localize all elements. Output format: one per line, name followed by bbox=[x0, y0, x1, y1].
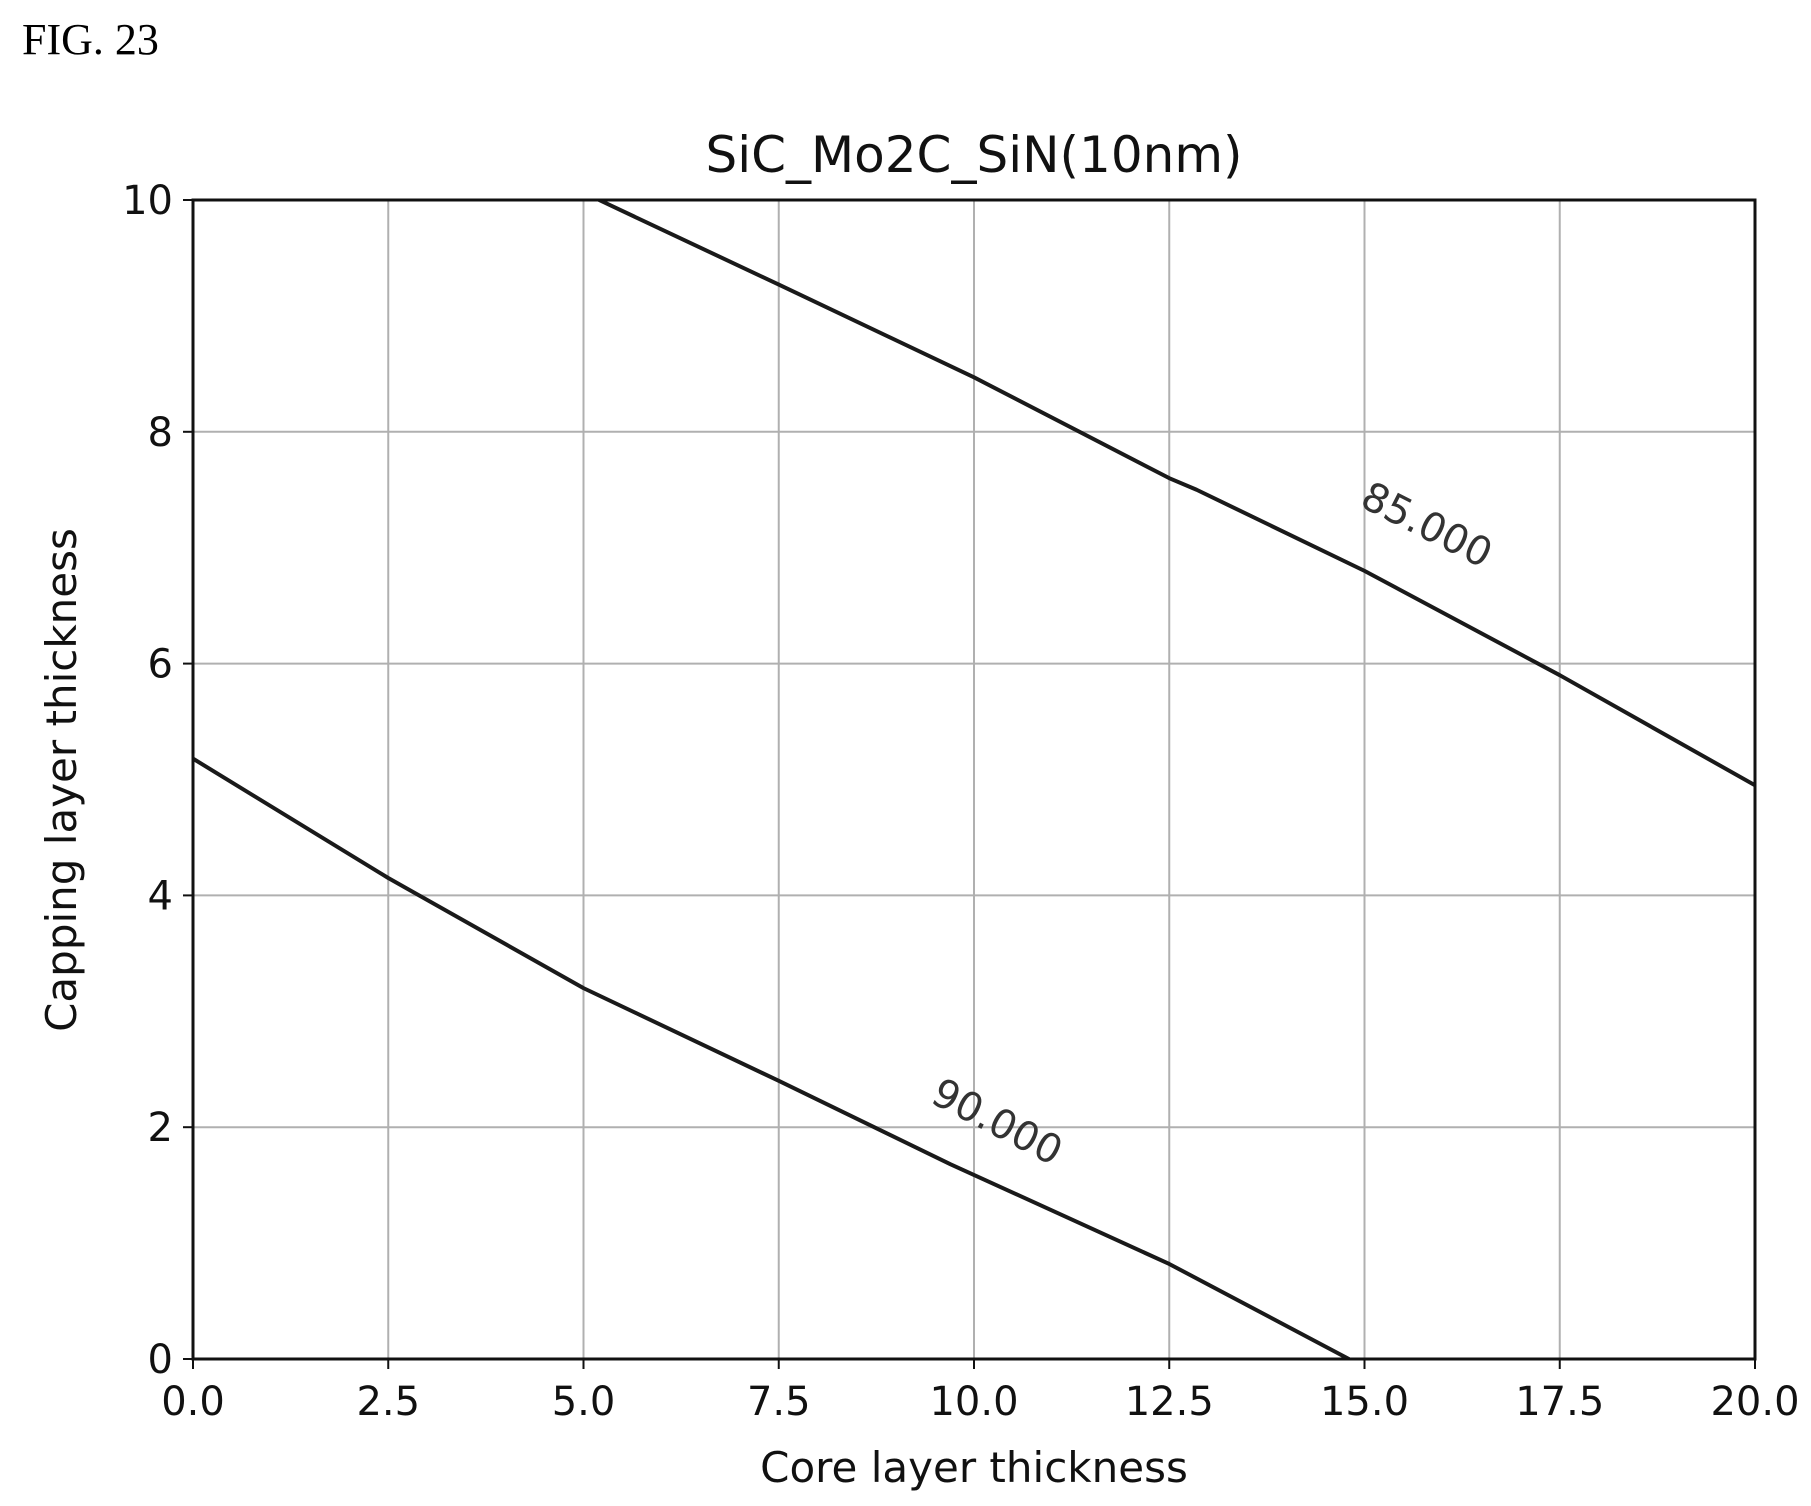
x-tick-label: 12.5 bbox=[1125, 1379, 1214, 1425]
contour-labels: 85.000 90.000 bbox=[924, 473, 1499, 1175]
contour-label-85.000: 85.000 bbox=[1354, 473, 1500, 577]
x-axis-title: Core layer thickness bbox=[760, 1443, 1188, 1492]
y-tick-label: 10 bbox=[122, 178, 173, 224]
x-tick-label: 5.0 bbox=[552, 1379, 616, 1425]
contour-line-90.000 bbox=[193, 756, 1351, 1359]
y-axis-title: Capping layer thickness bbox=[37, 528, 86, 1032]
x-tick-label: 7.5 bbox=[747, 1379, 811, 1425]
y-tick-label: 8 bbox=[148, 410, 173, 456]
x-tick-label: 0.0 bbox=[161, 1379, 225, 1425]
y-tick-label: 2 bbox=[148, 1105, 173, 1151]
y-tick-label: 0 bbox=[148, 1337, 173, 1383]
x-tick-label: 20.0 bbox=[1710, 1379, 1799, 1425]
contour-label-90.000: 90.000 bbox=[924, 1070, 1069, 1175]
figure-label: FIG. 23 bbox=[22, 15, 159, 64]
x-tick-label: 15.0 bbox=[1320, 1379, 1409, 1425]
y-tick-label: 6 bbox=[148, 642, 173, 688]
axis-ticks: 0.0 2.5 5.0 7.5 10.0 12.5 15.0 17.5 20.0 0 2 4 6 8 10 bbox=[122, 178, 1799, 1425]
chart-title: SiC_Mo2C_SiN(10nm) bbox=[705, 126, 1242, 184]
x-tick-label: 10.0 bbox=[929, 1379, 1018, 1425]
contour-line-85.000 bbox=[597, 200, 1755, 788]
x-tick-label: 17.5 bbox=[1515, 1379, 1604, 1425]
contour-lines bbox=[193, 200, 1755, 1359]
x-tick-label: 2.5 bbox=[356, 1379, 420, 1425]
y-tick-label: 4 bbox=[148, 873, 173, 919]
grid bbox=[192, 199, 1756, 1360]
